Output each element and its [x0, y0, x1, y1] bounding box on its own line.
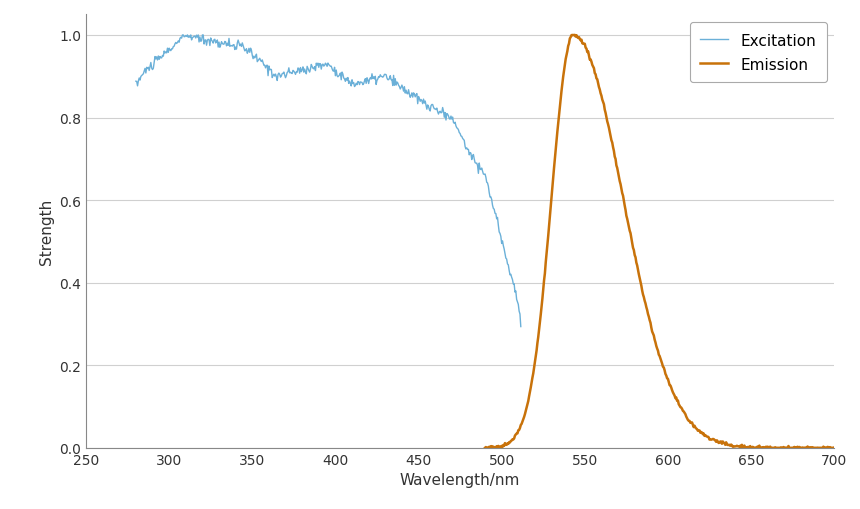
Emission	[605, 134, 616, 140]
X-axis label: Wavelength/nm: Wavelength/nm	[400, 472, 520, 487]
Excitation	[248, 56, 258, 63]
Emission	[645, 320, 655, 326]
Emission	[483, 444, 494, 450]
Emission	[695, 430, 705, 436]
Legend: Excitation, Emission: Excitation, Emission	[690, 23, 826, 83]
Excitation	[177, 33, 187, 39]
Excitation	[366, 75, 376, 81]
Line: Excitation: Excitation	[136, 36, 521, 327]
Emission	[739, 444, 749, 450]
Excitation	[497, 238, 507, 244]
Emission	[480, 445, 490, 451]
Emission	[617, 191, 627, 197]
Line: Emission: Emission	[485, 36, 835, 448]
Excitation	[516, 324, 526, 330]
Emission	[830, 444, 840, 450]
Emission	[567, 33, 577, 39]
Excitation	[202, 38, 212, 44]
Excitation	[234, 41, 244, 47]
Excitation	[395, 87, 405, 93]
Y-axis label: Strength: Strength	[39, 199, 53, 265]
Excitation	[131, 79, 141, 85]
